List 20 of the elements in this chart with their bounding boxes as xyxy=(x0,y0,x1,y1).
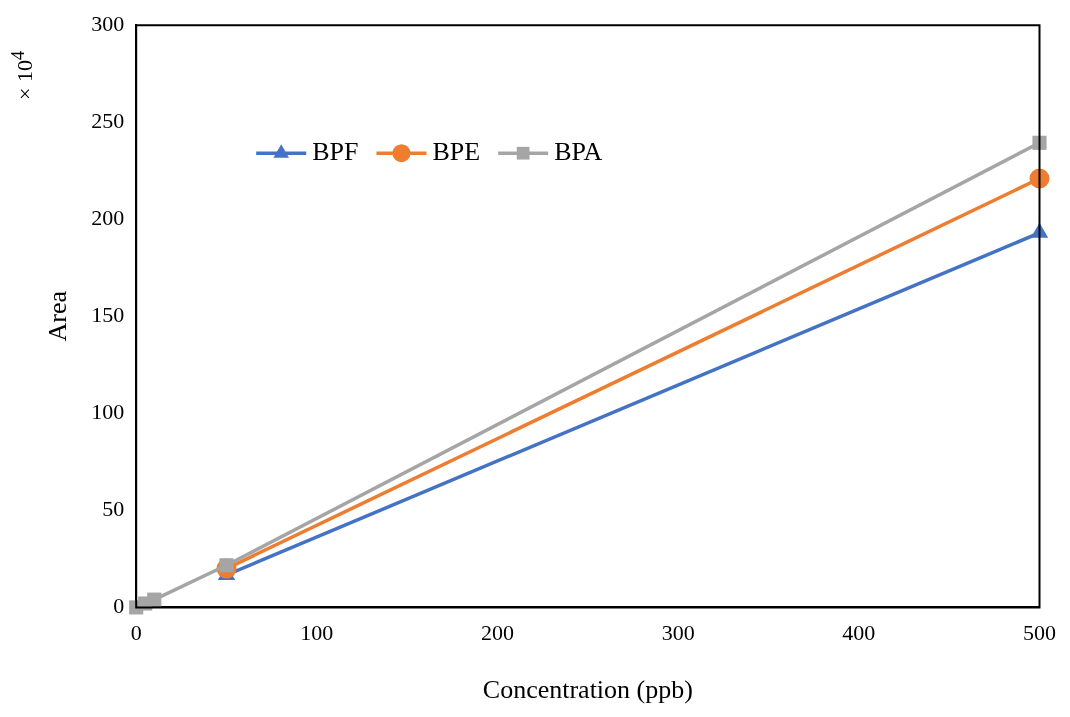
y-tick-label: 200 xyxy=(91,205,125,231)
y-tick-label: 50 xyxy=(102,496,125,522)
x-tick-label: 200 xyxy=(481,620,515,646)
x-tick-label: 100 xyxy=(300,620,334,646)
x-tick-label: 0 xyxy=(130,620,142,646)
x-tick-label: 300 xyxy=(661,620,695,646)
y-tick-label: 250 xyxy=(91,108,125,134)
y-tick-label: 100 xyxy=(91,399,125,425)
y-tick-label: 300 xyxy=(91,10,125,36)
legend-label: BPA xyxy=(554,137,603,167)
y-axis-title: Area xyxy=(43,290,73,342)
point xyxy=(1032,135,1047,150)
y-tick-label: 150 xyxy=(91,302,125,328)
x-tick-label: 500 xyxy=(1023,620,1056,646)
legend-label: BPF xyxy=(312,137,359,167)
y-tick-label: 0 xyxy=(113,593,125,619)
point xyxy=(147,592,162,607)
x-axis-title: Concentration (ppb) xyxy=(482,675,693,705)
legend-label: BPE xyxy=(432,137,481,167)
x-tick-label: 400 xyxy=(842,620,876,646)
